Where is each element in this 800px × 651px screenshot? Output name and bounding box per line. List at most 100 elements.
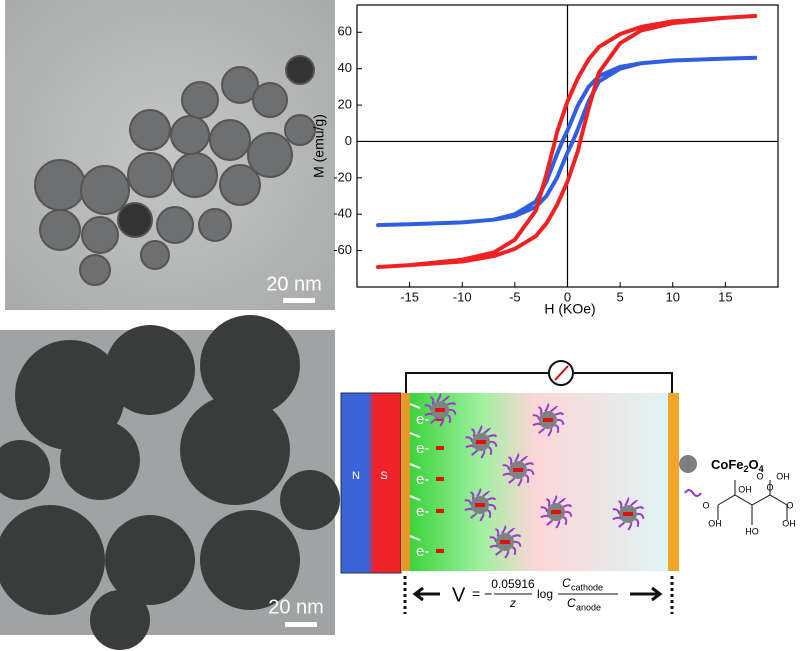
ligand bbox=[446, 402, 457, 406]
ligand bbox=[550, 405, 559, 413]
ligand bbox=[489, 536, 497, 543]
ligand bbox=[442, 395, 451, 403]
ligand bbox=[489, 440, 498, 447]
wire bbox=[405, 372, 673, 393]
ligand bbox=[479, 512, 485, 522]
magnet-pole: S bbox=[380, 470, 387, 482]
moment-arrow bbox=[551, 510, 561, 514]
ligand bbox=[524, 462, 535, 466]
ligand bbox=[630, 499, 639, 507]
x-axis-label: H (KOe) bbox=[544, 301, 595, 317]
ligand bbox=[511, 534, 522, 538]
equation-coefficient: 0.05916 bbox=[491, 577, 535, 591]
x-tick-label: 15 bbox=[718, 289, 732, 304]
cathode bbox=[668, 393, 679, 571]
ligand bbox=[436, 393, 442, 402]
ligand bbox=[486, 497, 497, 501]
ligand bbox=[465, 436, 473, 443]
field-arrow bbox=[409, 495, 421, 501]
moment-arrow bbox=[543, 418, 553, 422]
moment-arrow bbox=[435, 408, 445, 412]
magnet bbox=[340, 392, 402, 574]
ligand bbox=[520, 455, 529, 463]
ligand bbox=[624, 497, 630, 506]
magnet-pole: N bbox=[352, 470, 360, 482]
ligand bbox=[540, 506, 548, 513]
x-tick-label: 5 bbox=[617, 289, 624, 304]
electrolyte bbox=[401, 393, 668, 571]
electron-arrow bbox=[436, 509, 444, 513]
ligand bbox=[495, 528, 500, 537]
ligand bbox=[477, 425, 483, 434]
anode bbox=[401, 393, 410, 571]
ligand bbox=[447, 414, 452, 424]
ligand bbox=[612, 508, 620, 515]
ligand bbox=[547, 427, 553, 437]
ligand bbox=[563, 516, 568, 526]
y-tick-label: -60 bbox=[333, 242, 352, 257]
molecule-label: O bbox=[702, 500, 709, 510]
ligand bbox=[526, 468, 535, 475]
ligand bbox=[554, 412, 565, 416]
electron-arrow bbox=[436, 549, 444, 553]
equation-divisor: z bbox=[509, 596, 516, 610]
field-arrow bbox=[409, 463, 421, 469]
ligand bbox=[470, 491, 475, 500]
ligand bbox=[507, 527, 516, 535]
molecule-label: OH bbox=[738, 484, 752, 494]
ligand bbox=[471, 428, 476, 437]
x-tick-label: -10 bbox=[453, 289, 472, 304]
ligand bbox=[487, 509, 492, 519]
electron-label: e- bbox=[416, 503, 429, 520]
field-arrow bbox=[409, 535, 421, 541]
equation-sub: cathode bbox=[571, 582, 603, 592]
moment-arrow bbox=[500, 540, 510, 544]
moment-arrow bbox=[475, 503, 485, 507]
ligand bbox=[487, 434, 498, 438]
meter-needle bbox=[554, 365, 569, 381]
electron-label: e- bbox=[416, 543, 429, 560]
ligand bbox=[555, 519, 561, 529]
y-axis-label: M (emu/g) bbox=[311, 114, 327, 178]
equation-c: C bbox=[562, 576, 571, 590]
moment-arrow bbox=[476, 440, 486, 444]
ligand bbox=[502, 464, 510, 471]
ligand bbox=[556, 418, 565, 425]
ligand bbox=[618, 500, 623, 509]
ligand bbox=[482, 490, 491, 498]
ligand bbox=[508, 456, 513, 465]
molecule-label: OH bbox=[782, 518, 796, 528]
ligand bbox=[424, 404, 432, 411]
ligand bbox=[552, 495, 558, 504]
ligand bbox=[544, 403, 550, 412]
y-tick-label: -20 bbox=[333, 169, 352, 184]
equation-c: C bbox=[567, 596, 576, 610]
ligand bbox=[538, 406, 543, 415]
ligand bbox=[555, 424, 560, 434]
y-tick-label: 20 bbox=[338, 97, 352, 112]
molecule-label: O bbox=[766, 482, 773, 492]
equation-lhs: V bbox=[452, 584, 466, 606]
ligand bbox=[448, 408, 457, 415]
x-tick-label: -15 bbox=[400, 289, 419, 304]
ligand bbox=[517, 477, 523, 487]
electron-arrow bbox=[436, 477, 444, 481]
ligand bbox=[513, 540, 522, 547]
ligand bbox=[512, 546, 517, 556]
ligand bbox=[480, 449, 486, 459]
tem-image-top: 20 nm bbox=[5, 0, 335, 310]
y-tick-label: -40 bbox=[333, 206, 352, 221]
ligand bbox=[514, 453, 520, 462]
ligand bbox=[430, 396, 435, 405]
ligand bbox=[525, 474, 530, 484]
equation-sign: = − bbox=[472, 586, 492, 602]
molecule-label: OH bbox=[708, 518, 722, 528]
y-tick-label: 0 bbox=[345, 133, 352, 148]
ligand bbox=[558, 497, 567, 505]
equation-sub: anode bbox=[576, 602, 601, 612]
hysteresis-loop bbox=[376, 13, 758, 269]
electron-label: e- bbox=[416, 440, 429, 457]
ligand bbox=[504, 549, 510, 559]
ligand bbox=[562, 504, 573, 508]
